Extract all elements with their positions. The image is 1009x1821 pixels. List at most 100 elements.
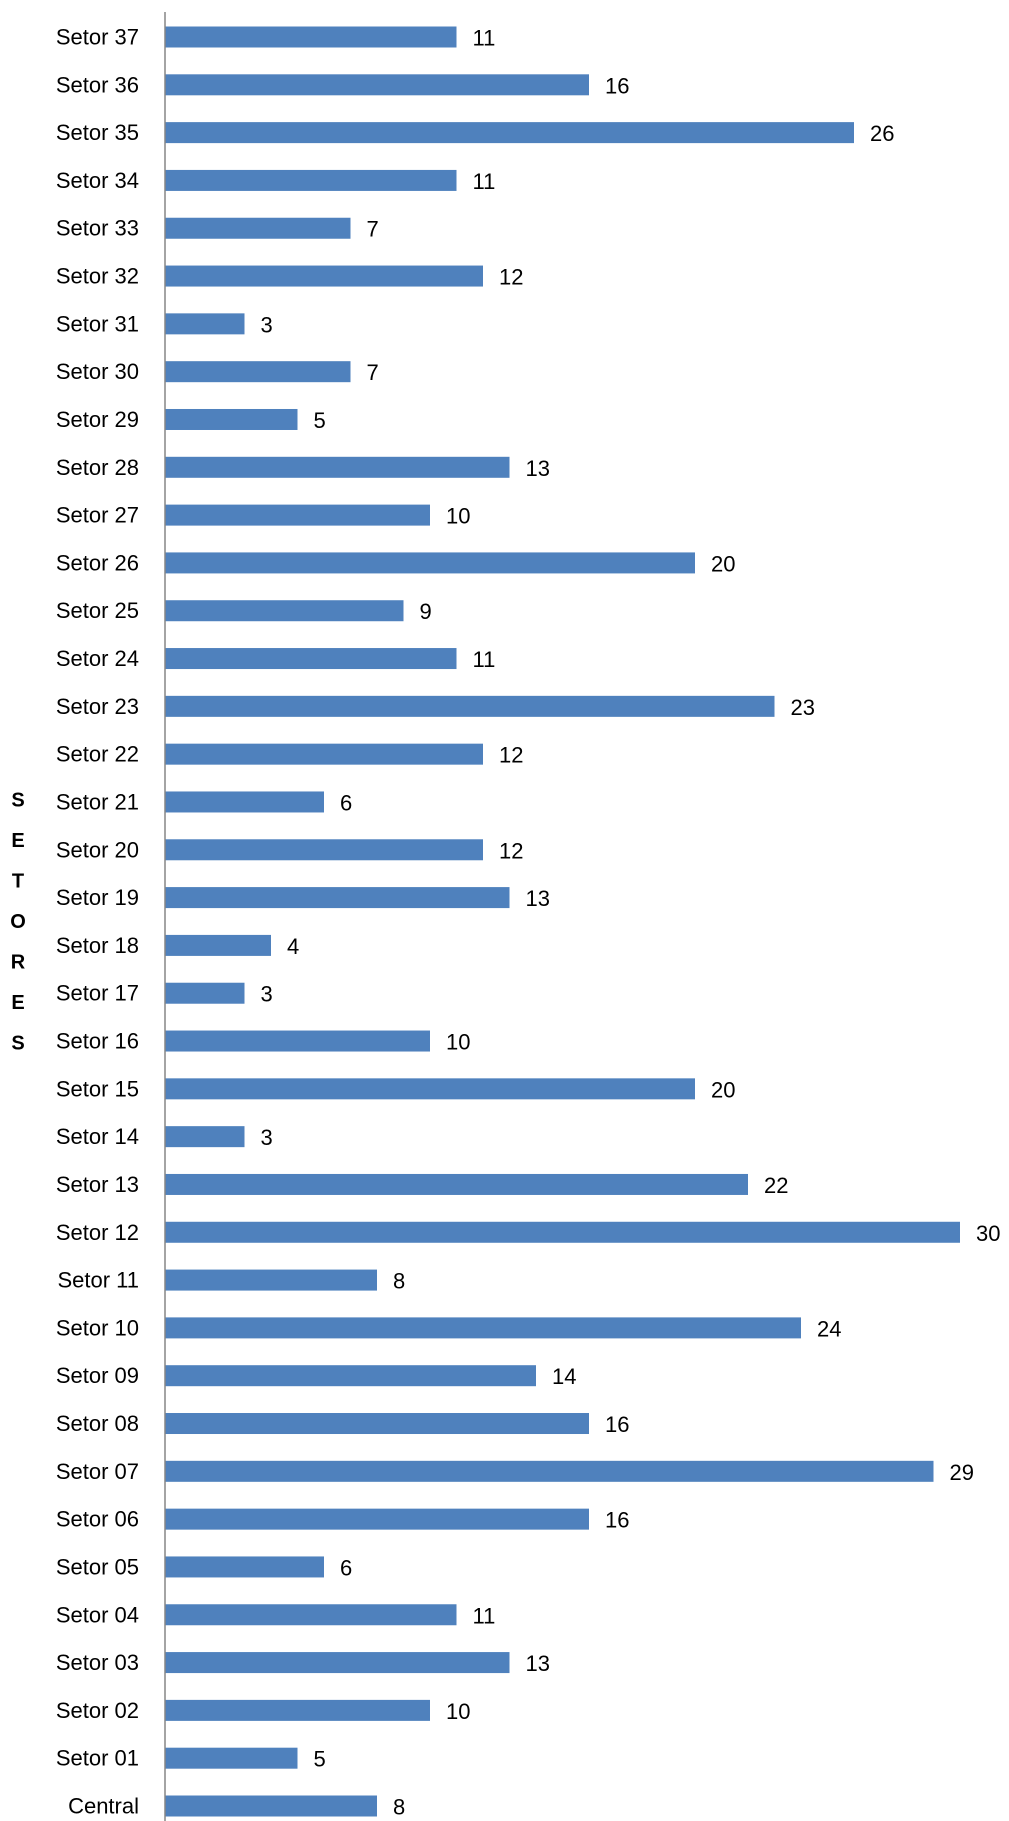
category-label: Setor 06: [56, 1507, 139, 1532]
data-label: 12: [499, 265, 523, 290]
bar: [165, 1221, 960, 1243]
y-axis-title-letter: R: [11, 952, 26, 974]
category-label: Setor 08: [56, 1411, 139, 1436]
bar: [165, 1508, 589, 1530]
data-label: 22: [764, 1173, 788, 1198]
data-label: 8: [393, 1269, 405, 1294]
data-label: 6: [340, 1555, 352, 1580]
category-label: Setor 09: [56, 1363, 139, 1388]
data-label: 7: [367, 360, 379, 385]
bar: [165, 26, 457, 48]
data-label: 10: [446, 504, 470, 529]
data-label: 7: [367, 217, 379, 242]
category-label: Setor 17: [56, 981, 139, 1006]
data-label: 26: [870, 121, 894, 146]
data-label: 6: [340, 790, 352, 815]
category-label: Setor 03: [56, 1650, 139, 1675]
data-label: 29: [950, 1460, 974, 1485]
y-axis-title-letter: S: [11, 1033, 24, 1055]
category-label: Setor 24: [56, 646, 139, 671]
data-label: 5: [314, 1747, 326, 1772]
data-label: 14: [552, 1364, 576, 1389]
bar: [165, 648, 457, 670]
category-label: Setor 10: [56, 1315, 139, 1340]
bar: [165, 934, 271, 956]
category-label: Setor 15: [56, 1076, 139, 1101]
data-label: 24: [817, 1316, 841, 1341]
bar: [165, 1030, 430, 1052]
data-label: 11: [473, 647, 496, 672]
category-label: Setor 07: [56, 1459, 139, 1484]
category-label: Setor 18: [56, 933, 139, 958]
category-label: Setor 25: [56, 598, 139, 623]
category-label: Setor 05: [56, 1554, 139, 1579]
category-label: Setor 16: [56, 1029, 139, 1054]
bar: [165, 1604, 457, 1626]
bar: [165, 1317, 801, 1339]
data-label: 16: [605, 1412, 629, 1437]
category-label: Setor 12: [56, 1220, 139, 1245]
data-label: 16: [605, 73, 629, 98]
bar: [165, 600, 404, 622]
data-label: 10: [446, 1699, 470, 1724]
data-label: 20: [711, 551, 735, 576]
data-label: 4: [287, 934, 299, 959]
data-label: 3: [261, 1125, 273, 1150]
data-label: 10: [446, 1030, 470, 1055]
bar: [165, 1126, 245, 1148]
bar: [165, 791, 324, 813]
bar: [165, 169, 457, 191]
category-label: Setor 01: [56, 1746, 139, 1771]
category-label: Setor 32: [56, 264, 139, 289]
bar: [165, 361, 351, 383]
category-label: Setor 35: [56, 120, 139, 145]
data-label: 8: [393, 1795, 405, 1820]
bar: [165, 122, 854, 144]
data-label: 11: [473, 1603, 496, 1628]
bar: [165, 1269, 377, 1291]
category-label: Central: [68, 1794, 139, 1819]
data-label: 12: [499, 743, 523, 768]
bar: [165, 1078, 695, 1100]
category-label: Setor 11: [57, 1268, 139, 1293]
bar: [165, 552, 695, 574]
category-label: Setor 19: [56, 885, 139, 910]
bar: [165, 1699, 430, 1721]
bar: [165, 408, 298, 430]
bar: [165, 743, 483, 765]
bar: [165, 217, 351, 239]
category-label: Setor 04: [56, 1602, 139, 1627]
bars: [165, 26, 960, 1817]
bar: [165, 1173, 748, 1195]
bar: [165, 1413, 589, 1435]
bar: [165, 456, 510, 478]
data-label: 30: [976, 1221, 1000, 1246]
bar: [165, 1795, 377, 1817]
bar: [165, 1460, 934, 1482]
bar: [165, 1747, 298, 1769]
bar: [165, 1652, 510, 1674]
y-axis-title-letter: E: [11, 830, 24, 852]
category-label: Setor 23: [56, 694, 139, 719]
bar: [165, 265, 483, 287]
data-label: 3: [261, 312, 273, 337]
category-label: Setor 13: [56, 1172, 139, 1197]
category-label: Setor 29: [56, 407, 139, 432]
y-axis-title-letter: O: [10, 911, 26, 933]
bar: [165, 887, 510, 909]
category-label: Setor 20: [56, 837, 139, 862]
y-axis-title-letter: S: [11, 790, 24, 812]
data-label: 13: [526, 1651, 550, 1676]
bar: [165, 1556, 324, 1578]
bar: [165, 695, 775, 717]
bar: [165, 982, 245, 1004]
y-axis-title-letter: T: [12, 871, 24, 893]
category-label: Setor 37: [56, 25, 139, 50]
category-label: Setor 14: [56, 1124, 139, 1149]
category-label: Setor 31: [56, 311, 139, 336]
data-label: 13: [526, 886, 550, 911]
bar: [165, 839, 483, 861]
data-label: 9: [420, 599, 432, 624]
